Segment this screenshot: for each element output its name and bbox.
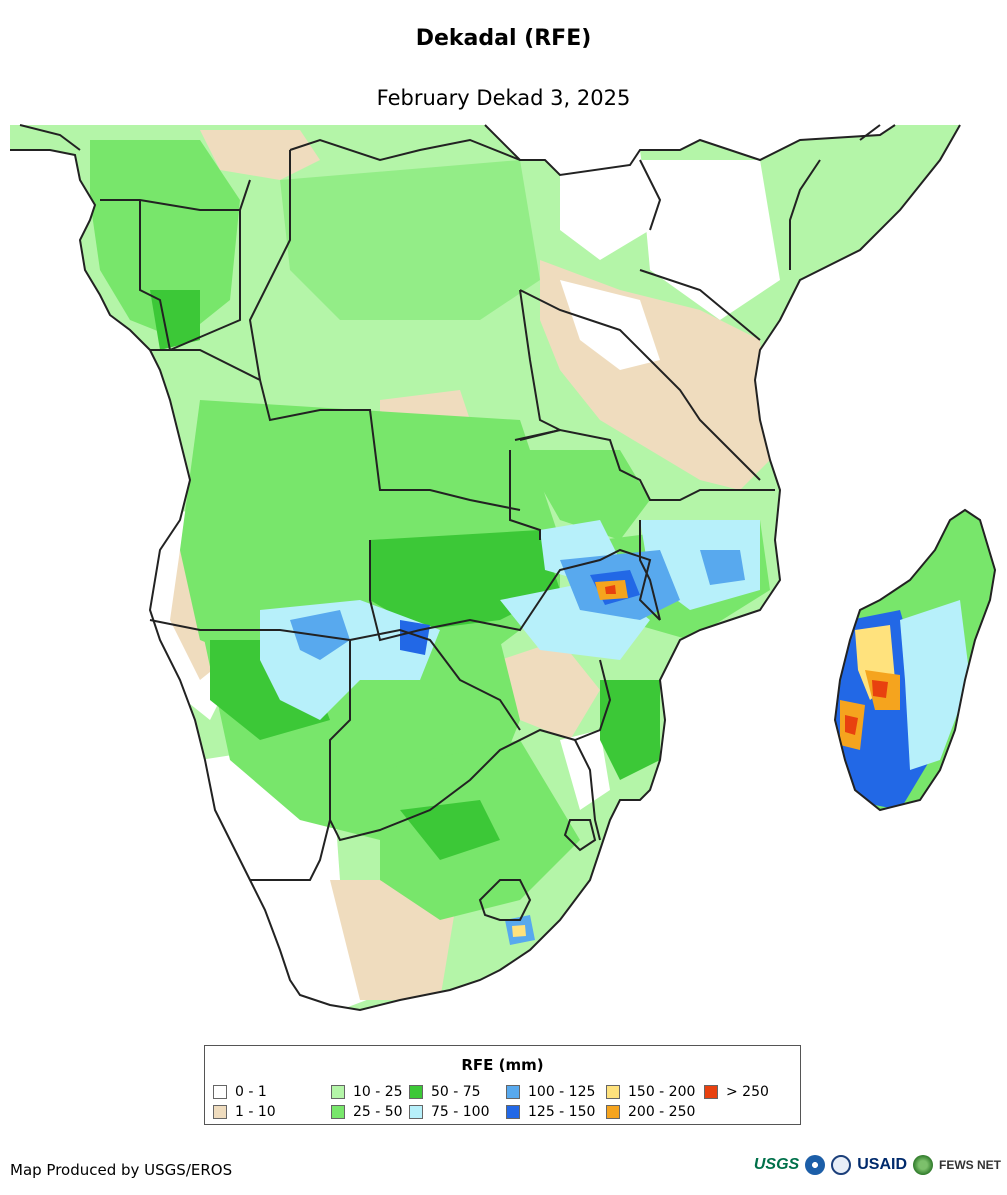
legend-title: RFE (mm) — [461, 1056, 544, 1074]
legend-swatch — [606, 1085, 620, 1099]
legend-item: 50 - 75 — [409, 1084, 481, 1100]
legend-swatch — [506, 1085, 520, 1099]
map-title: Dekadal (RFE) — [415, 26, 592, 51]
legend-swatch — [213, 1105, 227, 1119]
legend-item: 75 - 100 — [409, 1104, 490, 1120]
legend-swatch — [409, 1085, 423, 1099]
legend-item: 0 - 1 — [213, 1084, 267, 1100]
legend-label: 100 - 125 — [528, 1084, 596, 1100]
legend-item: 1 - 10 — [213, 1104, 276, 1120]
country-borders — [19, 124, 881, 921]
legend-label: 1 - 10 — [235, 1104, 276, 1120]
noaa-logo-icon — [805, 1155, 826, 1175]
legend-label: 10 - 25 — [353, 1084, 403, 1100]
legend-label: 200 - 250 — [628, 1104, 696, 1120]
legend-item: 125 - 150 — [506, 1104, 595, 1120]
legend-label: 50 - 75 — [431, 1084, 481, 1100]
legend: RFE (mm) 0 - 1 1 - 10 10 - 25 25 - 50 50 - 7… — [204, 1045, 801, 1125]
map-subtitle: February Dekad 3, 2025 — [376, 86, 631, 110]
legend-item: > 250 — [704, 1084, 769, 1100]
legend-swatch — [704, 1085, 718, 1099]
legend-swatch — [506, 1105, 520, 1119]
mainland-rainfall — [10, 125, 960, 1010]
legend-label: 25 - 50 — [353, 1104, 403, 1120]
legend-label: > 250 — [726, 1084, 769, 1100]
legend-label: 125 - 150 — [528, 1104, 596, 1120]
madagascar-rainfall — [835, 510, 995, 810]
legend-swatch — [606, 1105, 620, 1119]
rainfall-map[interactable] — [0, 120, 1007, 1020]
legend-swatch — [331, 1105, 345, 1119]
usda-seal-icon — [831, 1155, 852, 1175]
legend-label: 150 - 200 — [628, 1084, 696, 1100]
legend-swatch — [213, 1085, 227, 1099]
legend-item: 200 - 250 — [606, 1104, 695, 1120]
coastlines — [10, 124, 997, 1012]
legend-label: 0 - 1 — [235, 1084, 267, 1100]
credit-text: Map Produced by USGS/EROS — [10, 1161, 233, 1179]
logo-strip: USGS USAID FEWS NET — [754, 1155, 1001, 1175]
legend-label: 75 - 100 — [431, 1104, 490, 1120]
legend-item: 100 - 125 — [506, 1084, 595, 1100]
usaid-logo: USAID — [857, 1156, 907, 1173]
legend-item: 25 - 50 — [331, 1104, 403, 1120]
usgs-logo: USGS — [753, 1156, 800, 1173]
legend-item: 10 - 25 — [331, 1084, 403, 1100]
legend-swatch — [409, 1105, 423, 1119]
legend-swatch — [331, 1085, 345, 1099]
legend-item: 150 - 200 — [606, 1084, 695, 1100]
fews-globe-icon — [913, 1155, 933, 1175]
fews-net-logo: FEWS NET — [939, 1158, 1001, 1172]
